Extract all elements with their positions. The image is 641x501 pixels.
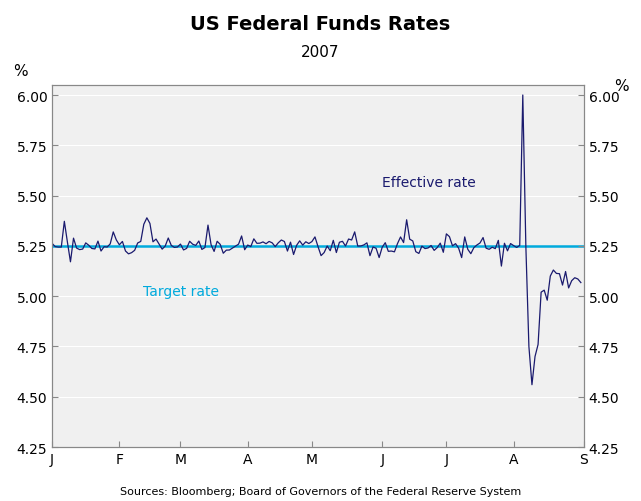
Text: Sources: Bloomberg; Board of Governors of the Federal Reserve System: Sources: Bloomberg; Board of Governors o… bbox=[120, 486, 521, 496]
Y-axis label: %: % bbox=[13, 64, 28, 79]
Text: Effective rate: Effective rate bbox=[382, 176, 476, 190]
Y-axis label: %: % bbox=[614, 79, 628, 94]
Text: Target rate: Target rate bbox=[142, 285, 219, 299]
Text: US Federal Funds Rates: US Federal Funds Rates bbox=[190, 15, 451, 34]
Text: 2007: 2007 bbox=[301, 45, 340, 60]
